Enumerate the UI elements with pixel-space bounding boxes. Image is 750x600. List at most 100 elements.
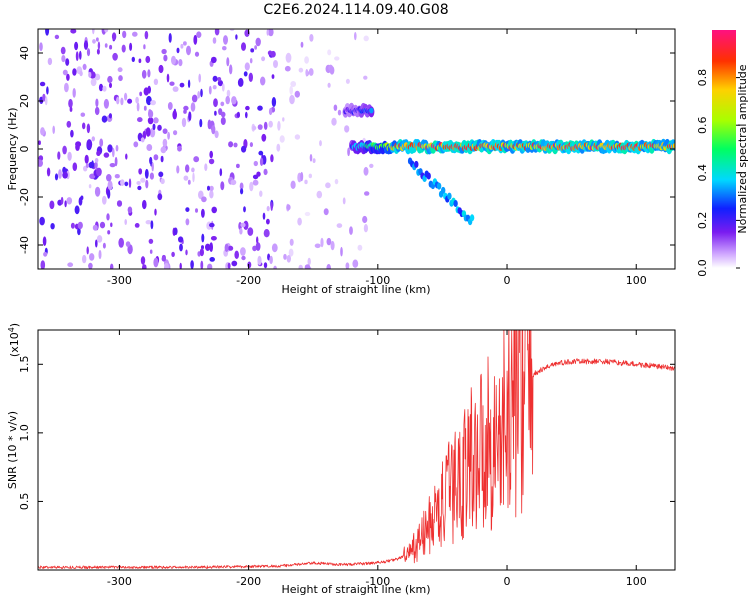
- spectrogram-noise-1: [347, 147, 350, 157]
- spectrogram-noise-0: [243, 220, 249, 230]
- spectrogram-noise-0: [271, 74, 275, 79]
- spectrogram-noise-0: [181, 117, 187, 128]
- spectrogram-noise-0: [162, 128, 168, 134]
- spectrogram-noise-1: [362, 215, 368, 224]
- spectrogram-noise-0: [117, 67, 123, 73]
- spectrogram-noise-1: [286, 204, 291, 211]
- spectrogram-noise-0: [209, 150, 213, 159]
- spectrogram-noise-1: [283, 253, 287, 260]
- spectrogram-noise-0: [234, 250, 239, 259]
- spectrogram-noise-0: [65, 58, 70, 66]
- spectrogram-noise-1: [363, 166, 369, 176]
- spectrogram-noise-0: [96, 235, 103, 243]
- spectrogram-noise-0: [97, 41, 101, 50]
- spectrogram-noise-0: [75, 51, 79, 62]
- spectrogram-noise-1: [345, 78, 350, 84]
- spectrogram-noise-0: [102, 85, 107, 92]
- spectrogram-noise-0: [208, 85, 212, 95]
- spectrogram-noise-0: [173, 227, 178, 236]
- spectrogram-noise-0: [77, 227, 81, 236]
- spectrogram-noise-0: [140, 137, 145, 143]
- spectrogram-noise-1: [334, 56, 340, 61]
- snr-y-axis-label: SNR (10 * v/v): [6, 411, 19, 489]
- spectrogram-noise-0: [261, 56, 266, 62]
- spectrogram-noise-0: [269, 255, 273, 265]
- spectrogram-noise-0: [230, 179, 237, 186]
- spectrogram-noise-0: [70, 222, 75, 229]
- spectrogram-noise-0: [92, 224, 98, 231]
- spectrogram-noise-0: [49, 200, 55, 210]
- spectrogram-noise-0: [70, 29, 77, 34]
- snr-multiplier-base: (x10: [8, 332, 21, 357]
- spectrogram-noise-0: [150, 100, 157, 106]
- spectrogram-noise-0: [122, 30, 127, 39]
- spectrogram-noise-0: [176, 165, 180, 174]
- spectrogram-noise-1: [297, 217, 302, 226]
- spectrogram-noise-0: [118, 75, 123, 82]
- snr-series-line: [38, 330, 675, 569]
- spectrogram-noise-0: [185, 218, 190, 226]
- spectrogram-noise-0: [137, 117, 143, 123]
- spectrogram-noise-0: [231, 260, 238, 267]
- spectrogram-noise-0: [109, 163, 116, 168]
- spectrogram-noise-0: [193, 156, 200, 163]
- spectrogram-noise-0: [147, 117, 154, 125]
- spectrogram-noise-0: [38, 159, 43, 167]
- spectrogram-noise-0: [125, 153, 128, 160]
- spectrogram-noise-1: [352, 259, 359, 268]
- spectrogram-noise-0: [153, 154, 159, 161]
- spectrogram-noise-0: [248, 72, 253, 83]
- spectrogram-noise-0: [82, 254, 87, 264]
- snr-y-ticks: 0.5 1.0 1.5: [18, 356, 675, 510]
- spectrogram-branch-4: [414, 160, 419, 168]
- spectrogram-noise-1: [333, 104, 338, 111]
- spectrogram-noise-0: [183, 41, 187, 46]
- spectrogram-branch-4: [469, 214, 475, 222]
- spectrogram-branch-4: [453, 200, 458, 207]
- spectrogram-noise-0: [219, 168, 223, 177]
- spectrogram-noise-0: [68, 98, 73, 108]
- spectrogram-noise-0: [86, 246, 89, 255]
- spectrogram-noise-0: [74, 41, 79, 51]
- spectrogram-noise-0: [221, 83, 225, 92]
- spectrogram-noise-0: [162, 138, 168, 147]
- spectrogram-noise-0: [64, 200, 67, 208]
- spectrogram-noise-0: [173, 130, 178, 136]
- spectrogram-noise-0: [118, 237, 124, 248]
- spectrogram-noise-0: [112, 147, 115, 158]
- spectrogram-noise-0: [270, 50, 276, 58]
- snr-multiplier-exponent: 4: [7, 327, 16, 332]
- snr-panel: -300 -200 -100 0 100 0.5 1.0 1.5 Height of str…: [6, 323, 676, 596]
- spectrogram-noise-0: [62, 171, 68, 179]
- spectrogram-noise-0: [109, 44, 113, 50]
- spectrogram-noise-1: [279, 135, 285, 143]
- spectrogram-noise-0: [60, 46, 66, 55]
- colorbar-tick-label: 0.2: [696, 212, 709, 230]
- spectrogram-noise-1: [340, 246, 343, 257]
- spectrogram-noise-0: [38, 140, 41, 145]
- spectrogram-noise-0: [135, 96, 139, 104]
- spectrogram-noise-0: [88, 71, 92, 78]
- spectrogram-noise-1: [363, 35, 369, 42]
- spectrogram-noise-0: [185, 207, 190, 213]
- spectrogram-noise-0: [110, 222, 113, 228]
- spectrogram-noise-0: [99, 138, 104, 147]
- spectrogram-noise-0: [137, 185, 142, 191]
- spectrogram-noise-0: [129, 42, 133, 51]
- spectrogram-noise-0: [153, 78, 159, 86]
- spectrogram-noise-1: [294, 134, 301, 140]
- spectrogram-noise-0: [266, 218, 270, 225]
- spectrogram-noise-0: [92, 29, 95, 35]
- colorbar-tick-label: 0.8: [696, 69, 709, 87]
- spectrogram-noise-0: [92, 39, 96, 44]
- spectrogram-noise-0: [142, 199, 147, 210]
- spectrogram-noise-1: [331, 117, 337, 126]
- spectrogram-noise-0: [196, 31, 202, 38]
- spectrogram-noise-0: [178, 59, 183, 67]
- spectrogram-noise-0: [183, 105, 189, 111]
- spectrogram-noise-0: [209, 222, 215, 228]
- spectrogram-noise-0: [205, 243, 211, 251]
- spectrogram-noise-0: [128, 178, 132, 188]
- spectrogram-noise-0: [235, 34, 238, 40]
- spectrogram-x-tick-label: -100: [365, 274, 390, 287]
